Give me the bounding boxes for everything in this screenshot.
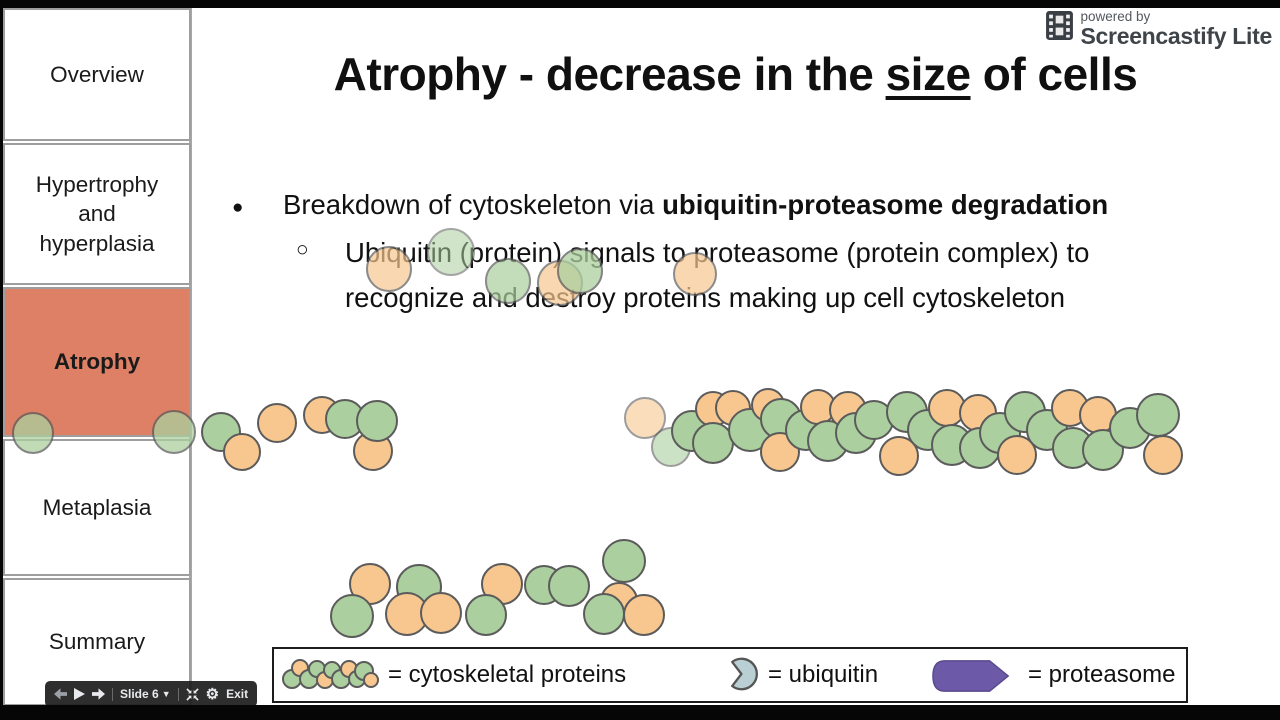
exit-button[interactable]: Exit — [226, 687, 248, 701]
bullet-text: Breakdown of cytoskeleton via ubiquitin-… — [283, 189, 1109, 220]
protein-circle — [223, 433, 261, 471]
sidebar-item-overview[interactable]: Overview — [3, 8, 191, 141]
slide-number-dropdown[interactable]: Slide 6 ▼ — [120, 687, 171, 701]
protein-circle — [785, 409, 827, 451]
slide-title: Atrophy - decrease in the size of cells — [333, 48, 1138, 100]
protein-circle — [583, 593, 625, 635]
protein-circle — [807, 420, 849, 462]
protein-circle — [1004, 391, 1046, 433]
protein-circle — [997, 435, 1037, 475]
exit-label: Exit — [226, 687, 249, 701]
protein-circle — [420, 592, 462, 634]
protein-circle — [257, 403, 297, 443]
protein-circle — [760, 398, 802, 440]
protein-circle — [886, 391, 928, 433]
underlined-word: size — [885, 48, 971, 100]
controls-divider — [177, 687, 179, 701]
protein-circle — [1143, 435, 1183, 475]
protein-circle — [624, 397, 666, 439]
protein-circle — [671, 410, 713, 452]
protein-circle — [356, 400, 398, 442]
protein-circle — [928, 389, 966, 427]
protein-circle — [692, 422, 734, 464]
bullet-bold-text: ubiquitin-proteasome degradation — [662, 189, 1109, 220]
screencastify-watermark: powered by Screencastify Lite — [1045, 9, 1273, 50]
protein-circle — [1082, 429, 1124, 471]
protein-circle — [728, 408, 772, 452]
sub-bullet-marker: ○ — [296, 238, 309, 261]
protein-circle — [303, 396, 341, 434]
protein-circle — [959, 427, 1001, 469]
protein-circle — [349, 563, 391, 605]
next-slide-button[interactable] — [92, 688, 105, 700]
sub-bullet-text: Ubiquitin (protein) signals to proteasom… — [345, 237, 1090, 313]
sidebar-item-label: Overview — [50, 61, 144, 87]
controls-divider — [112, 687, 113, 701]
player-controls-bar: Slide 6 ▼ ⚙ Exit — [45, 681, 258, 707]
sidebar-item-atrophy[interactable]: Atrophy — [3, 287, 191, 437]
watermark-brand: Screencastify Lite — [1080, 23, 1273, 50]
protein-circle — [325, 399, 365, 439]
sidebar-item-label: Summary — [48, 629, 146, 655]
slide-number-label: Slide 6 — [120, 687, 159, 701]
protein-circle — [1109, 407, 1151, 449]
protein-circle — [1051, 389, 1089, 427]
protein-circle — [600, 582, 638, 620]
protein-circle — [1136, 393, 1180, 437]
protein-circle — [623, 594, 665, 636]
protein-circle — [829, 391, 867, 429]
letterbox-top-bar — [0, 0, 1280, 8]
sidebar-item-hypertrophy-hyperplasia[interactable]: Hypertrophy and hyperplasia — [3, 143, 191, 285]
film-strip-icon — [1045, 10, 1073, 46]
protein-circle — [465, 594, 507, 636]
watermark-powered-by: powered by — [1080, 9, 1151, 24]
chevron-down-icon: ▼ — [161, 689, 171, 699]
protein-circle — [751, 388, 785, 422]
protein-circle — [651, 427, 691, 467]
protein-circle — [330, 594, 374, 638]
protein-circle — [715, 390, 751, 426]
protein-circle — [201, 412, 241, 452]
protein-circle — [695, 391, 731, 427]
letterbox-left-bar — [0, 0, 3, 720]
play-button[interactable] — [74, 688, 85, 700]
protein-circle — [548, 565, 590, 607]
sidebar-item-label: Hypertrophy and hyperplasia — [35, 172, 159, 256]
protein-circle — [353, 431, 393, 471]
protein-circle — [1052, 427, 1094, 469]
protein-circle — [959, 394, 997, 432]
protein-circle — [524, 565, 564, 605]
protein-circle — [879, 436, 919, 476]
protein-circle — [800, 389, 836, 425]
sidebar-item-metaplasia[interactable]: Metaplasia — [3, 439, 191, 576]
protein-circle — [481, 563, 523, 605]
protein-circle — [835, 412, 877, 454]
protein-circle — [979, 412, 1021, 454]
protein-circle — [1026, 409, 1068, 451]
previous-slide-button[interactable] — [54, 688, 67, 700]
protein-circle — [760, 432, 800, 472]
fit-screen-button[interactable] — [185, 687, 199, 701]
protein-circle — [1079, 396, 1117, 434]
protein-circle — [931, 424, 973, 466]
protein-circle — [396, 564, 442, 610]
protein-circle — [602, 539, 646, 583]
sidebar-item-label: Atrophy — [53, 349, 141, 375]
protein-circle — [854, 400, 894, 440]
letterbox-bottom-bar — [0, 705, 1280, 720]
legend-box — [272, 647, 1188, 703]
sidebar-item-label: Metaplasia — [42, 494, 152, 520]
settings-gear-button[interactable]: ⚙ — [205, 685, 220, 703]
protein-circle — [907, 409, 949, 451]
protein-circle — [385, 592, 429, 636]
bullet-marker: ● — [232, 197, 244, 218]
